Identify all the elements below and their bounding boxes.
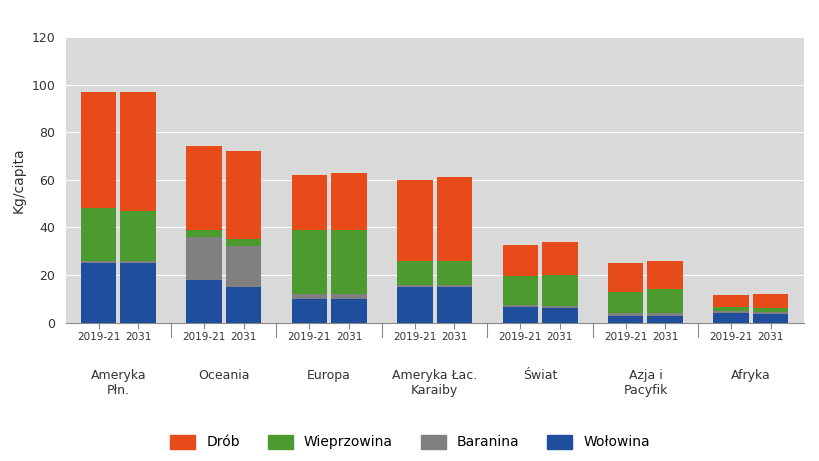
Bar (331, 299, 366, 323)
Bar (713, 311, 748, 313)
Bar (607, 292, 643, 313)
Bar (607, 263, 643, 292)
Legend: Drób, Wieprzowina, Baranina, Wołowina: Drób, Wieprzowina, Baranina, Wołowina (170, 435, 649, 449)
Text: Europa: Europa (307, 369, 351, 382)
Bar (713, 313, 748, 323)
Bar (292, 175, 327, 230)
Text: Oceania: Oceania (197, 369, 249, 382)
Bar (396, 180, 432, 261)
Bar (502, 276, 537, 305)
Bar (120, 211, 156, 261)
Bar (752, 308, 787, 312)
Bar (541, 275, 577, 306)
Bar (186, 147, 221, 230)
Bar (713, 296, 748, 307)
Bar (225, 151, 261, 239)
Bar (647, 290, 682, 313)
Bar (120, 261, 156, 263)
Bar (436, 177, 472, 261)
Bar (647, 313, 682, 316)
Bar (752, 312, 787, 314)
Bar (752, 294, 787, 308)
Bar (81, 261, 116, 263)
Bar (607, 316, 643, 323)
Bar (541, 242, 577, 275)
Y-axis label: Kg/capita: Kg/capita (11, 147, 25, 213)
Bar (120, 263, 156, 323)
Text: Afryka: Afryka (730, 369, 770, 382)
Bar (541, 308, 577, 323)
Bar (436, 284, 472, 287)
Bar (502, 305, 537, 307)
Bar (436, 261, 472, 284)
Bar (396, 287, 432, 323)
Bar (81, 92, 116, 208)
Bar (225, 287, 261, 323)
Bar (292, 230, 327, 294)
Bar (292, 294, 327, 299)
Bar (225, 239, 261, 247)
Bar (186, 280, 221, 323)
Bar (502, 307, 537, 323)
Bar (331, 230, 366, 294)
Text: Ameryka
Płn.: Ameryka Płn. (90, 369, 146, 397)
Text: Azja i
Pacyfik: Azja i Pacyfik (622, 369, 667, 397)
Bar (331, 173, 366, 230)
Bar (225, 247, 261, 287)
Bar (541, 306, 577, 308)
Bar (647, 316, 682, 323)
Bar (81, 208, 116, 261)
Bar (186, 237, 221, 280)
Bar (752, 314, 787, 323)
Bar (292, 299, 327, 323)
Bar (647, 261, 682, 290)
Bar (713, 307, 748, 311)
Bar (186, 230, 221, 237)
Bar (120, 92, 156, 211)
Bar (607, 313, 643, 316)
Bar (436, 287, 472, 323)
Bar (396, 284, 432, 287)
Bar (396, 261, 432, 284)
Text: Ameryka Łac.
Karaiby: Ameryka Łac. Karaiby (391, 369, 477, 397)
Bar (81, 263, 116, 323)
Bar (502, 245, 537, 276)
Bar (331, 294, 366, 299)
Text: Świat: Świat (523, 369, 557, 382)
